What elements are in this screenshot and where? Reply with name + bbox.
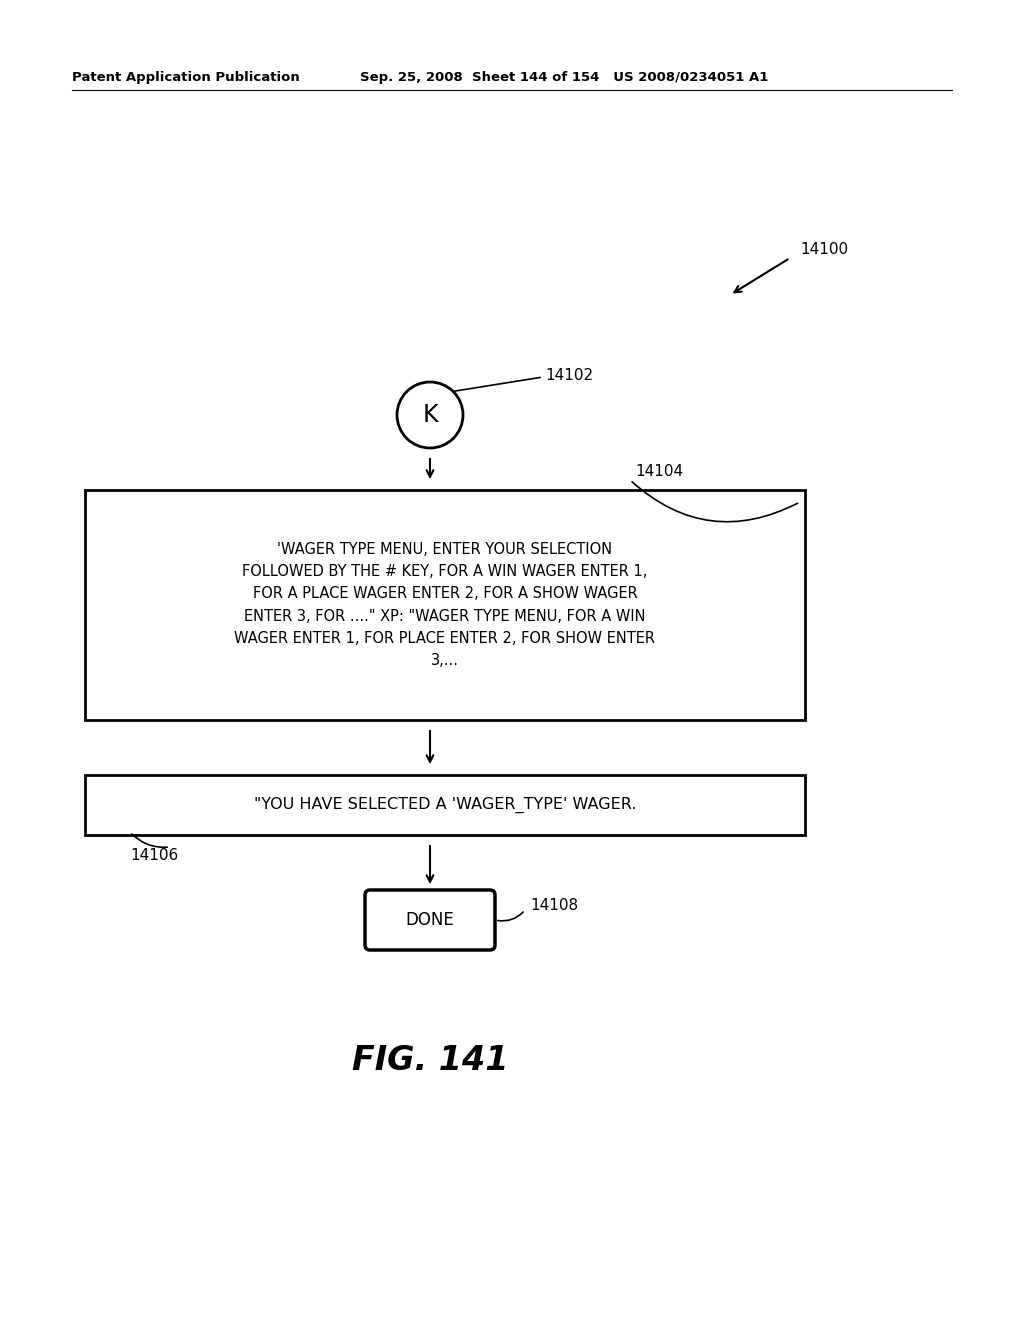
- FancyBboxPatch shape: [85, 775, 805, 836]
- Text: 14108: 14108: [530, 898, 579, 912]
- FancyBboxPatch shape: [365, 890, 495, 950]
- Text: 14102: 14102: [545, 367, 593, 383]
- Text: DONE: DONE: [406, 911, 455, 929]
- Text: Patent Application Publication: Patent Application Publication: [72, 71, 300, 84]
- Text: K: K: [422, 403, 438, 426]
- Text: 14106: 14106: [130, 847, 178, 862]
- Text: 14104: 14104: [635, 465, 683, 479]
- Text: 14100: 14100: [800, 243, 848, 257]
- Text: Sep. 25, 2008  Sheet 144 of 154   US 2008/0234051 A1: Sep. 25, 2008 Sheet 144 of 154 US 2008/0…: [360, 71, 768, 84]
- Text: "YOU HAVE SELECTED A 'WAGER_TYPE' WAGER.: "YOU HAVE SELECTED A 'WAGER_TYPE' WAGER.: [254, 797, 636, 813]
- FancyBboxPatch shape: [85, 490, 805, 719]
- Text: 'WAGER TYPE MENU, ENTER YOUR SELECTION
FOLLOWED BY THE # KEY, FOR A WIN WAGER EN: 'WAGER TYPE MENU, ENTER YOUR SELECTION F…: [234, 543, 655, 668]
- Text: FIG. 141: FIG. 141: [352, 1044, 508, 1077]
